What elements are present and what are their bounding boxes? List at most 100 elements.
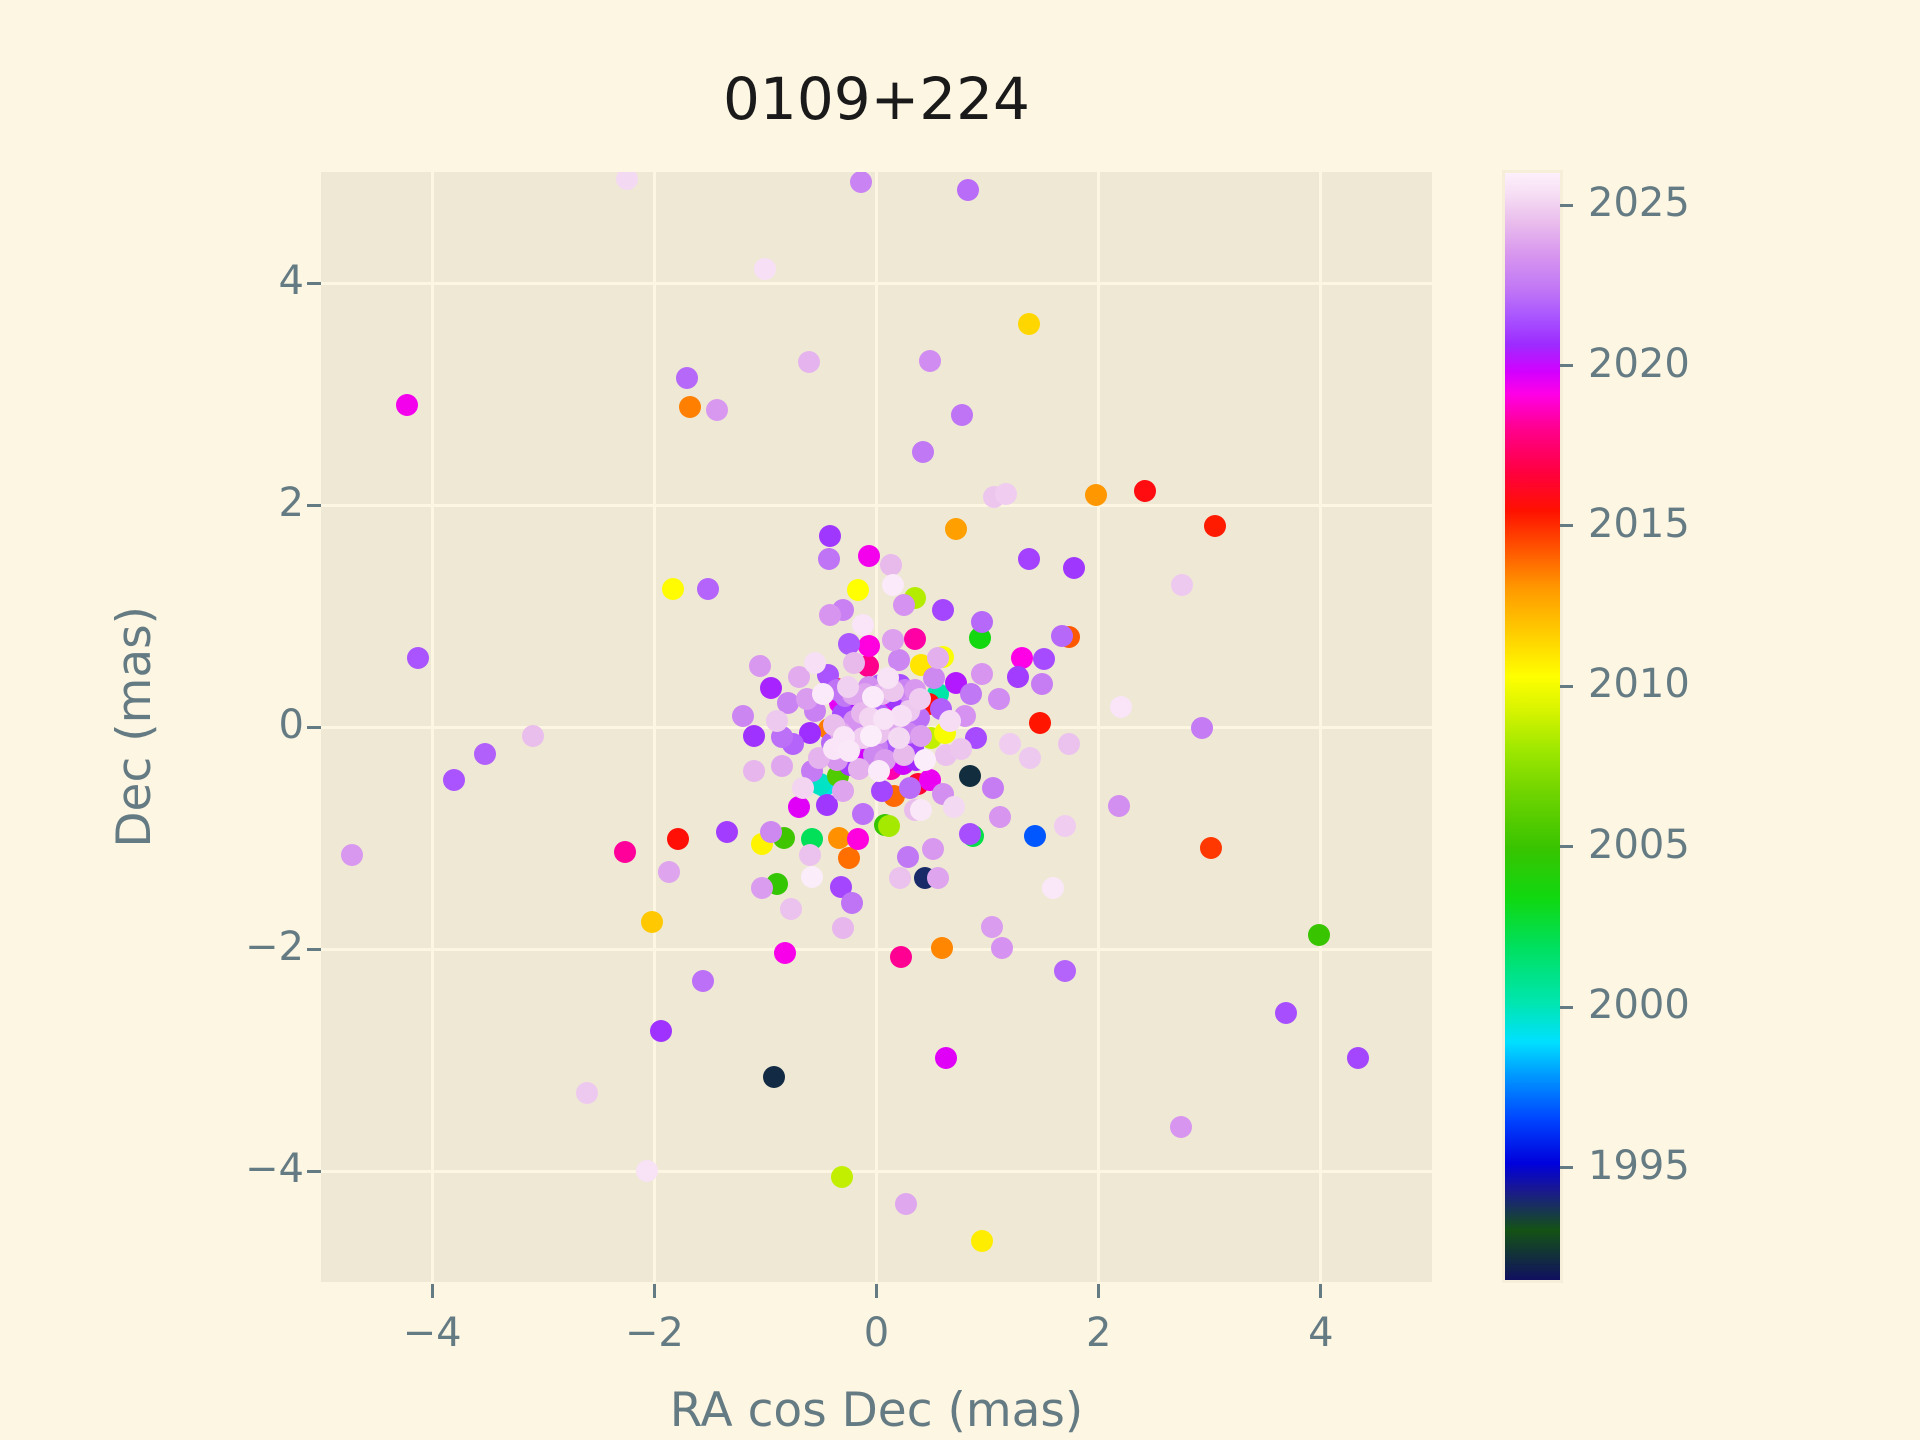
scatter-point: [829, 875, 852, 898]
scatter-point: [846, 579, 869, 602]
scatter-point: [887, 727, 910, 750]
colorbar-tick-label: 2010: [1588, 661, 1690, 708]
scatter-point: [614, 841, 637, 864]
scatter-point: [575, 1082, 598, 1105]
x-axis-tick: [875, 1284, 878, 1298]
scatter-point: [995, 482, 1018, 505]
scatter-point: [914, 749, 937, 772]
scatter-point: [1006, 666, 1029, 689]
y-axis-tick-label: 0: [278, 702, 304, 749]
scatter-point: [1307, 923, 1330, 946]
scatter-point: [988, 805, 1011, 828]
scatter-point: [818, 603, 841, 626]
scatter-point: [949, 738, 972, 761]
scatter-point: [804, 651, 827, 674]
colorbar-tick: [1560, 524, 1573, 528]
scatter-point: [882, 629, 905, 652]
scatter-point: [1134, 479, 1157, 502]
scatter-point: [968, 627, 991, 650]
scatter-point: [801, 865, 824, 888]
scatter-point: [877, 814, 900, 837]
scatter-point: [1169, 1115, 1192, 1138]
scatter-point: [847, 758, 870, 781]
y-axis-tick-label: 4: [278, 258, 304, 305]
scatter-point: [836, 676, 859, 699]
scatter-point: [912, 440, 935, 463]
scatter-point: [935, 1046, 958, 1069]
colorbar-tick-label: 1995: [1588, 1142, 1690, 1189]
y-axis-tick: [307, 725, 321, 729]
scatter-point: [771, 754, 794, 777]
colorbar-tick: [1560, 684, 1573, 688]
scatter-point: [1018, 747, 1041, 770]
scatter-point: [1051, 624, 1074, 647]
scatter-point: [998, 732, 1021, 755]
scatter-point: [406, 647, 429, 670]
colorbar-tick-label: 2015: [1588, 501, 1690, 548]
scatter-point: [522, 724, 545, 747]
scatter-point: [971, 610, 994, 633]
scatter-point: [1028, 711, 1051, 734]
scatter-point: [666, 828, 689, 851]
scatter-point: [893, 743, 916, 766]
scatter-point: [754, 257, 777, 280]
scatter-point: [841, 892, 864, 915]
scatter-point: [743, 724, 766, 747]
scatter-point: [763, 1065, 786, 1088]
scatter-point: [1171, 573, 1194, 596]
scatter-point: [956, 178, 979, 201]
scatter-point: [945, 518, 968, 541]
scatter-point: [827, 827, 850, 849]
y-axis-label: Dec (mas): [106, 606, 162, 848]
scatter-point: [908, 688, 931, 711]
chart-title: 0109+224: [723, 65, 1030, 133]
colorbar-tick: [1560, 1005, 1573, 1009]
scatter-point: [815, 793, 838, 816]
x-axis-tick: [1319, 1284, 1323, 1298]
scatter-point: [926, 647, 949, 670]
scatter-point: [341, 843, 364, 866]
scatter-point: [932, 599, 955, 622]
scatter-point: [888, 866, 911, 889]
scatter-point: [852, 802, 875, 825]
scatter-point: [798, 843, 821, 866]
x-axis-tick-label: −4: [402, 1310, 462, 1356]
scatter-point: [1011, 647, 1034, 670]
y-axis-tick-label: −2: [245, 924, 304, 971]
scatter-point: [657, 861, 680, 884]
scatter-point: [959, 682, 982, 705]
colorbar-tick-label: 2025: [1588, 180, 1690, 227]
scatter-point: [696, 578, 719, 601]
scatter-point: [797, 350, 820, 373]
scatter-point: [751, 876, 774, 899]
scatter-point: [958, 822, 981, 845]
scatter-point: [849, 172, 872, 193]
scatter-point: [732, 704, 755, 727]
y-axis-tick: [307, 281, 321, 285]
y-axis-tick: [307, 1169, 321, 1173]
scatter-point: [896, 845, 919, 868]
scatter-point: [1057, 732, 1080, 755]
scatter-point: [1109, 696, 1132, 719]
scatter-point: [1199, 836, 1222, 859]
y-axis-label-container: Dec (mas): [104, 172, 164, 1282]
scatter-point: [715, 821, 738, 844]
scatter-point: [675, 367, 698, 390]
scatter-point: [923, 667, 946, 690]
scatter-point: [904, 628, 927, 651]
scatter-point: [918, 349, 941, 372]
scatter-point: [1204, 515, 1227, 538]
scatter-point: [748, 654, 771, 677]
scatter-point: [832, 916, 855, 939]
grid-line-horizontal: [321, 503, 1432, 507]
scatter-point: [876, 667, 899, 690]
scatter-point: [971, 1229, 994, 1252]
scatter-point: [832, 780, 855, 803]
scatter-point: [395, 394, 418, 417]
scatter-point: [882, 573, 905, 596]
scatter-point: [779, 898, 802, 921]
scatter-point: [649, 1020, 672, 1043]
scatter-point: [743, 760, 766, 783]
scatter-point: [873, 708, 896, 731]
